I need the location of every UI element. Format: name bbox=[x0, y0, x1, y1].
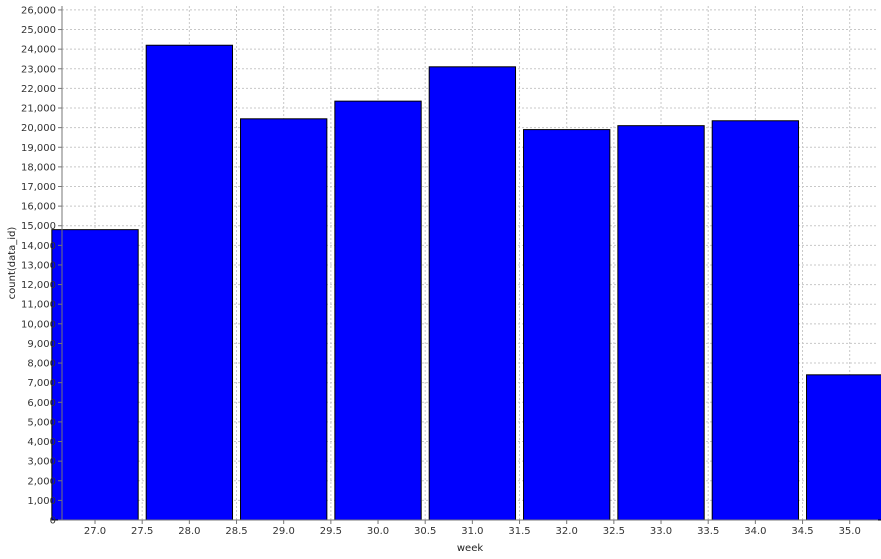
x-tick-label: 32.5 bbox=[603, 526, 625, 537]
y-tick-label: 22,000 bbox=[21, 84, 56, 95]
x-tick-label: 28.5 bbox=[225, 526, 247, 537]
x-tick-label: 34.5 bbox=[791, 526, 813, 537]
y-axis-title: count(data_id) bbox=[7, 227, 18, 300]
y-tick-label: 18,000 bbox=[21, 162, 56, 173]
x-tick-label: 33.5 bbox=[697, 526, 719, 537]
x-tick-label: 30.5 bbox=[414, 526, 436, 537]
x-tick-label: 27.5 bbox=[131, 526, 153, 537]
y-tick-label: 2,000 bbox=[27, 476, 56, 487]
y-tick-label: 23,000 bbox=[21, 64, 56, 75]
y-tick-label: 16,000 bbox=[21, 202, 56, 213]
bar bbox=[711, 120, 800, 521]
x-axis-title: week bbox=[457, 543, 483, 554]
x-tick-label: 31.0 bbox=[461, 526, 483, 537]
y-tick-label: 9,000 bbox=[27, 339, 56, 350]
x-tick-label: 29.5 bbox=[320, 526, 342, 537]
bar bbox=[51, 229, 139, 521]
y-tick-label: 10,000 bbox=[21, 319, 56, 330]
x-tick-label: 35.0 bbox=[839, 526, 861, 537]
y-tick-label: 6,000 bbox=[27, 398, 56, 409]
y-tick-label: 15,000 bbox=[21, 221, 56, 232]
x-tick-label: 30.0 bbox=[367, 526, 389, 537]
x-axis-ticks: 27.0 27.5 28.0 28.5 29.0 29.5 30.0 30.5 31.0 31.5… bbox=[84, 520, 861, 537]
y-tick-label: 24,000 bbox=[21, 45, 56, 56]
y-tick-label: 26,000 bbox=[21, 5, 56, 16]
bar bbox=[523, 129, 611, 521]
y-tick-label: 3,000 bbox=[27, 457, 56, 468]
bars bbox=[51, 44, 881, 521]
bar bbox=[145, 44, 234, 521]
bar bbox=[806, 374, 881, 521]
x-tick-label: 33.0 bbox=[650, 526, 672, 537]
y-tick-label: 13,000 bbox=[21, 260, 56, 271]
bar bbox=[334, 100, 422, 521]
y-tick-label: 21,000 bbox=[21, 104, 56, 115]
bar bbox=[240, 118, 328, 521]
y-tick-label: 11,000 bbox=[21, 300, 56, 311]
y-tick-label: 20,000 bbox=[21, 123, 56, 134]
x-tick-label: 29.0 bbox=[273, 526, 295, 537]
x-tick-label: 34.0 bbox=[744, 526, 766, 537]
y-tick-label: 1,000 bbox=[27, 496, 56, 507]
x-tick-label: 32.0 bbox=[556, 526, 578, 537]
y-tick-label: 19,000 bbox=[21, 143, 56, 154]
x-tick-label: 27.0 bbox=[84, 526, 106, 537]
y-tick-label: 7,000 bbox=[27, 378, 56, 389]
y-tick-label: 5,000 bbox=[27, 417, 56, 428]
y-axis-ticks: 0 1,000 2,000 3,000 4,000 5,000 6,000 7,000 8,00… bbox=[21, 5, 62, 527]
bar bbox=[428, 66, 517, 521]
y-tick-label: 17,000 bbox=[21, 182, 56, 193]
x-tick-label: 31.5 bbox=[508, 526, 530, 537]
axes bbox=[61, 6, 878, 521]
y-tick-label: 8,000 bbox=[27, 359, 56, 370]
bar bbox=[617, 125, 705, 521]
y-tick-label: 0 bbox=[50, 516, 56, 527]
y-tick-label: 12,000 bbox=[21, 280, 56, 291]
x-tick-label: 28.0 bbox=[178, 526, 200, 537]
y-tick-label: 25,000 bbox=[21, 25, 56, 36]
y-tick-label: 4,000 bbox=[27, 437, 56, 448]
y-tick-label: 14,000 bbox=[21, 241, 56, 252]
